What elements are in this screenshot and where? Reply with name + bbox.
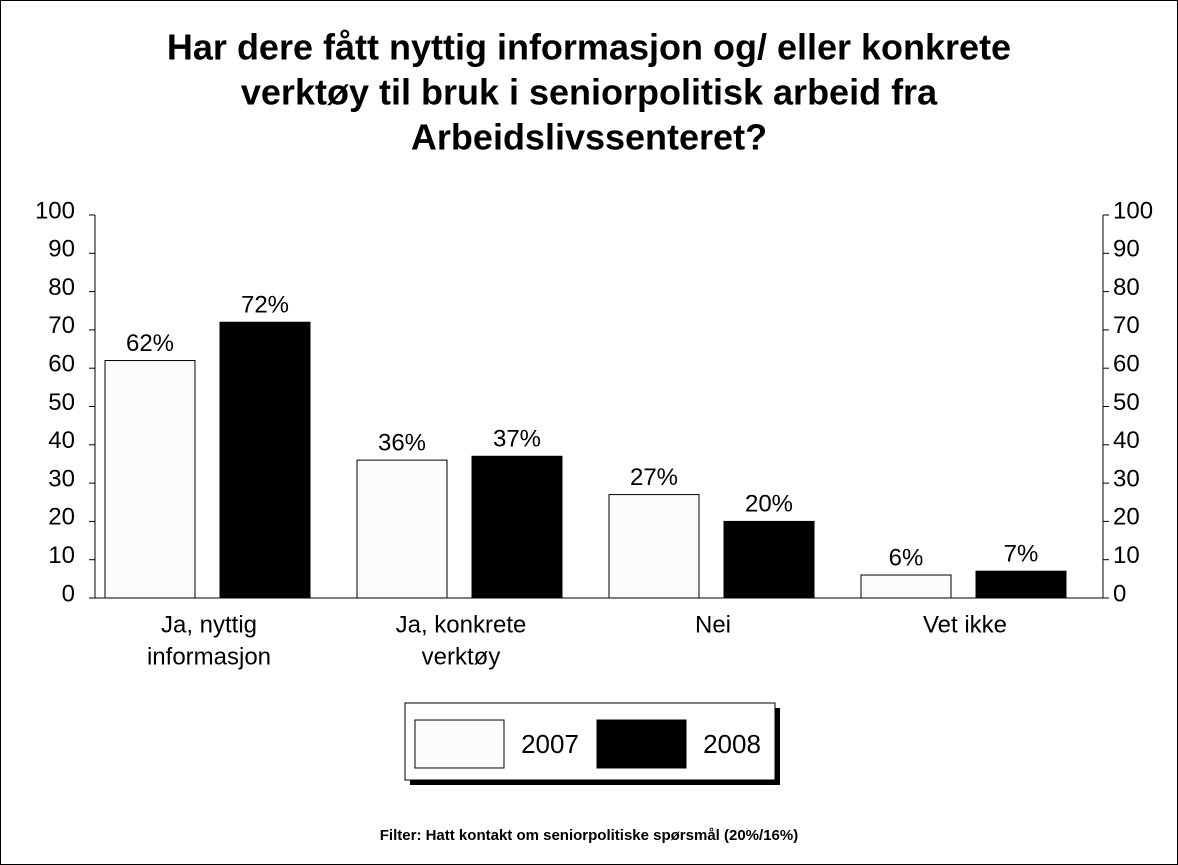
y2-tick-label: 90 <box>1113 236 1140 263</box>
y2-tick-label: 40 <box>1113 427 1140 454</box>
legend-label: 2008 <box>703 729 761 759</box>
y-tick-label: 40 <box>48 427 75 454</box>
x-tick-label: informasjon <box>147 643 271 670</box>
y-tick-label: 90 <box>48 236 75 263</box>
bar <box>860 574 952 599</box>
y-tick-label: 100 <box>35 197 75 224</box>
chart-title: verktøy til bruk i seniorpolitisk arbeid… <box>241 72 938 113</box>
y-tick-label: 50 <box>48 389 75 416</box>
value-label: 72% <box>241 292 289 319</box>
y2-tick-label: 100 <box>1113 197 1153 224</box>
y-tick-label: 60 <box>48 351 75 378</box>
legend-label: 2007 <box>521 729 579 759</box>
value-label: 37% <box>493 426 541 453</box>
y-tick-label: 30 <box>48 465 75 492</box>
footnote: Filter: Hatt kontakt om seniorpolitiske … <box>380 827 798 844</box>
value-label: 27% <box>630 464 678 491</box>
value-label: 62% <box>126 330 174 357</box>
y-tick-label: 10 <box>48 542 75 569</box>
y2-tick-label: 60 <box>1113 351 1140 378</box>
bar <box>608 494 700 599</box>
y-tick-label: 70 <box>48 312 75 339</box>
chart-title: Har dere fått nyttig informasjon og/ ell… <box>167 27 1011 68</box>
x-tick-label: Nei <box>695 611 731 638</box>
y2-tick-label: 0 <box>1113 580 1126 607</box>
legend-swatch <box>596 719 687 769</box>
bar <box>356 459 448 599</box>
bar <box>219 321 311 599</box>
y-tick-label: 80 <box>48 274 75 301</box>
x-tick-label: Vet ikke <box>923 611 1007 638</box>
y2-tick-label: 20 <box>1113 504 1140 531</box>
value-label: 20% <box>745 491 793 518</box>
y2-tick-label: 80 <box>1113 274 1140 301</box>
y2-tick-label: 10 <box>1113 542 1140 569</box>
y2-tick-label: 50 <box>1113 389 1140 416</box>
value-label: 7% <box>1004 541 1039 568</box>
bar <box>471 455 563 599</box>
y2-tick-label: 30 <box>1113 465 1140 492</box>
x-tick-label: Ja, konkrete <box>396 611 527 638</box>
value-label: 6% <box>889 544 924 571</box>
value-label: 36% <box>378 429 426 456</box>
bar <box>723 520 815 599</box>
chart-title: Arbeidslivssenteret? <box>411 117 767 158</box>
bar <box>104 360 196 599</box>
y-tick-label: 20 <box>48 504 75 531</box>
bar <box>975 570 1067 599</box>
y-tick-label: 0 <box>62 580 75 607</box>
x-tick-label: Ja, nyttig <box>161 611 257 638</box>
y2-tick-label: 70 <box>1113 312 1140 339</box>
x-tick-label: verktøy <box>422 643 501 670</box>
legend-swatch <box>414 719 505 769</box>
